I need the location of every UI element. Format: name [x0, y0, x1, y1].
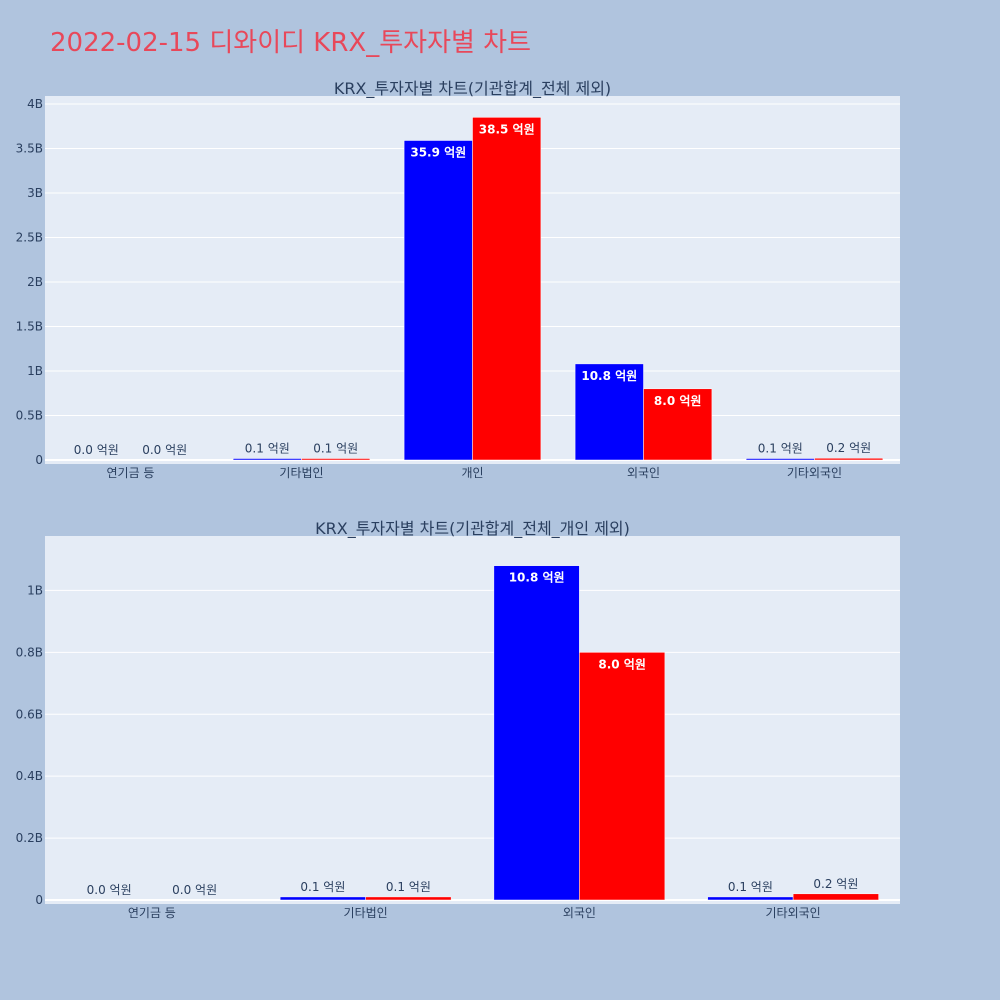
chart1-title: KRX_투자자별 차트(기관합계_전체 제외): [334, 79, 611, 99]
chart2-data-label: 0.1 억원: [300, 880, 345, 894]
chart2-xtick-label: 기타법인: [344, 906, 388, 920]
chart2-bar-series1: [707, 896, 794, 901]
chart1-data-label: 10.8 억원: [581, 369, 637, 383]
chart2-data-label: 0.0 억원: [87, 883, 132, 897]
chart2-title: KRX_투자자별 차트(기관합계_전체_개인 제외): [315, 519, 630, 539]
chart2-data-label: 10.8 억원: [509, 571, 565, 585]
chart1-xtick-label: 개인: [461, 466, 483, 480]
chart1-data-label: 0.1 억원: [245, 442, 290, 456]
chart1-ytick-label: 2B: [27, 275, 43, 289]
chart1-xtick-label: 기타외국인: [787, 466, 842, 480]
chart1-bar-series2: [301, 458, 371, 461]
chart1-ytick-label: 2.5B: [16, 231, 43, 245]
chart1-data-label: 0.0 억원: [74, 443, 119, 457]
chart1-data-label: 0.1 억원: [313, 442, 358, 456]
chart1-bar-series2: [643, 388, 713, 461]
chart1-xtick-label: 기타법인: [279, 466, 323, 480]
chart2-bar-series2: [365, 896, 452, 901]
chart1-data-label: 38.5 억원: [479, 122, 535, 136]
chart1-ytick-label: 3.5B: [16, 142, 43, 156]
chart1-data-label: 8.0 억원: [654, 394, 702, 408]
chart2-xtick-label: 기타외국인: [766, 906, 821, 920]
chart2-data-label: 0.1 억원: [386, 880, 431, 894]
chart1-bar-series1: [745, 458, 815, 461]
chart1-data-label: 35.9 억원: [410, 145, 466, 159]
chart1-bar-series1: [574, 363, 644, 461]
chart1-ytick-label: 0: [35, 453, 43, 467]
chart1-bar-series2: [472, 117, 542, 461]
chart2-ytick-label: 0.4B: [16, 769, 43, 783]
chart1-xtick-label: 외국인: [627, 466, 660, 480]
chart1-ytick-label: 0.5B: [16, 409, 43, 423]
page-title: 2022-02-15 디와이디 KRX_투자자별 차트: [50, 28, 532, 58]
chart2-ytick-label: 0.8B: [16, 645, 43, 659]
chart1-data-label: 0.1 억원: [758, 442, 803, 456]
chart1-ytick-label: 1.5B: [16, 320, 43, 334]
chart1-xtick-label: 연기금 등: [107, 466, 155, 480]
chart2-bar-series2: [792, 893, 879, 901]
chart1-data-label: 0.0 억원: [142, 443, 187, 457]
chart1-bar-series1: [403, 140, 473, 461]
chart1-ytick-label: 4B: [27, 97, 43, 111]
chart1-ytick-label: 1B: [27, 364, 43, 378]
chart2-data-label: 0.0 억원: [172, 883, 217, 897]
chart1-data-label: 0.2 억원: [826, 441, 871, 455]
chart2-bar-series2: [579, 652, 666, 901]
chart1-bar-series2: [814, 457, 884, 461]
chart2-ytick-label: 0.6B: [16, 707, 43, 721]
chart2-plot-area: [45, 536, 900, 904]
chart2-bar-series1: [493, 565, 580, 901]
chart2-bar-series1: [279, 896, 366, 901]
chart2-data-label: 8.0 억원: [598, 657, 646, 671]
chart2-data-label: 0.1 억원: [728, 880, 773, 894]
chart2-xtick-label: 연기금 등: [128, 906, 176, 920]
chart1-bar-series1: [232, 458, 302, 461]
chart1-ytick-label: 3B: [27, 186, 43, 200]
chart2-ytick-label: 1B: [27, 583, 43, 597]
chart2-xtick-label: 외국인: [563, 906, 596, 920]
chart2-data-label: 0.2 억원: [813, 877, 858, 891]
chart2-ytick-label: 0: [35, 893, 43, 907]
chart2-ytick-label: 0.2B: [16, 831, 43, 845]
